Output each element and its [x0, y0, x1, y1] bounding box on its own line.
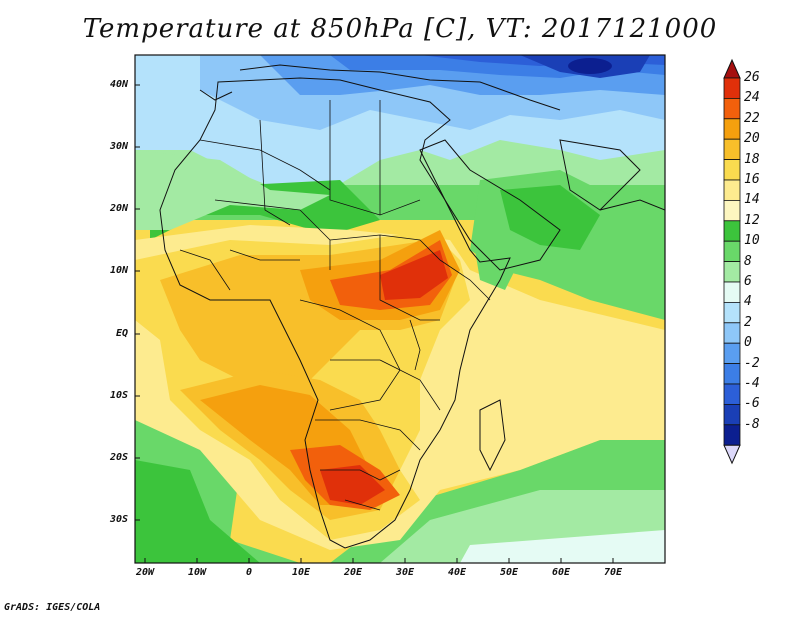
x-axis-label: 10E — [291, 567, 311, 578]
colorbar-tick-label: -4 — [744, 376, 760, 391]
y-axis-label: 10N — [109, 265, 128, 276]
y-axis-label: 20S — [109, 452, 128, 463]
colorbar-max-triangle — [723, 58, 741, 79]
colorbar-tick-label: 12 — [744, 212, 760, 228]
axis-ticks — [135, 84, 614, 563]
colorbar-min-triangle — [723, 444, 741, 465]
x-axis-label: 70E — [603, 567, 623, 578]
credit-text: GrADS: IGES/COLA — [4, 602, 101, 613]
y-axis-label: 30N — [109, 141, 128, 152]
colorbar — [723, 58, 741, 465]
x-axis-label: 30E — [395, 567, 415, 578]
country-borders — [179, 100, 491, 511]
temperature-field — [135, 55, 665, 563]
colorbar-swatch — [723, 159, 741, 181]
colorbar-swatch — [723, 240, 741, 262]
colorbar-swatch — [723, 383, 741, 405]
y-axis-label: 10S — [109, 390, 128, 401]
colorbar-swatch — [723, 301, 741, 324]
colorbar-swatch — [723, 424, 741, 446]
colorbar-swatch — [723, 281, 741, 303]
colorbar-tick-label: 6 — [744, 274, 752, 289]
colorbar-swatch — [723, 98, 741, 120]
map-title: Temperature at 850hPa [C], VT: 201712100… — [82, 14, 718, 44]
x-axis-label: 10W — [187, 567, 207, 578]
colorbar-swatch — [723, 322, 741, 344]
x-axis-label: 60E — [551, 567, 571, 578]
colorbar-swatch — [723, 199, 741, 222]
colorbar-swatch — [723, 179, 741, 201]
y-axis-label: 40N — [109, 79, 128, 90]
x-axis-label: 0 — [245, 567, 253, 578]
y-axis-label: EQ — [115, 328, 128, 339]
colorbar-tick-label: -8 — [744, 416, 760, 432]
colorbar-swatch — [723, 138, 741, 160]
colorbar-swatch — [723, 363, 741, 385]
colorbar-tick-label: 4 — [744, 294, 752, 310]
colorbar-tick-label: -2 — [744, 355, 760, 371]
colorbar-tick-label: 24 — [744, 90, 760, 106]
y-axis-label: 20N — [109, 203, 128, 214]
y-axis-label: 30S — [109, 514, 128, 525]
colorbar-tick-label: 16 — [744, 172, 760, 187]
x-axis-label: 20E — [343, 567, 363, 578]
colorbar-tick-label: 2 — [744, 314, 752, 330]
plot-frame — [134, 54, 666, 564]
colorbar-swatch — [723, 118, 741, 140]
colorbar-tick-label: 20 — [744, 131, 760, 147]
colorbar-swatch — [723, 261, 741, 283]
colorbar-swatch — [723, 403, 741, 426]
x-axis-label: 40E — [447, 567, 467, 578]
colorbar-tick-label: 14 — [744, 192, 760, 208]
colorbar-tick-label: 10 — [744, 233, 760, 249]
x-axis-label: 20W — [135, 567, 155, 578]
colorbar-swatch — [723, 342, 741, 365]
colorbar-tick-label: 18 — [744, 151, 760, 167]
colorbar-tick-label: 0 — [744, 335, 752, 351]
colorbar-swatch — [723, 220, 741, 242]
colorbar-tick-label: 22 — [744, 110, 760, 126]
colorbar-tick-label: -6 — [744, 396, 760, 412]
coastlines — [159, 64, 665, 549]
colorbar-swatch — [723, 77, 741, 99]
colorbar-tick-label: 8 — [744, 253, 752, 269]
colorbar-tick-label: 26 — [744, 70, 760, 85]
x-axis-label: 50E — [499, 567, 519, 578]
